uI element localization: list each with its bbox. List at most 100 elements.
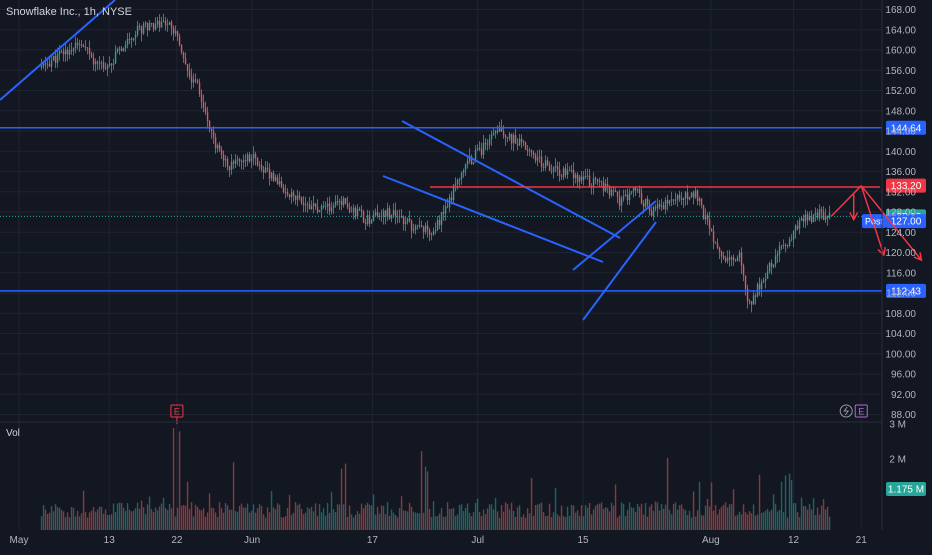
dividend-marker[interactable] xyxy=(839,404,853,418)
volume-bar xyxy=(320,512,323,530)
candle-body xyxy=(572,169,575,179)
volume-bar xyxy=(486,508,489,530)
volume-bar xyxy=(562,515,565,530)
candle-body xyxy=(116,48,119,52)
volume-bar xyxy=(88,512,91,530)
candle-body xyxy=(204,108,207,113)
volume-bar xyxy=(594,505,597,530)
projection-arrows[interactable] xyxy=(830,185,923,262)
candle-body xyxy=(526,149,529,151)
volume-bar xyxy=(328,512,331,530)
candle-body xyxy=(518,138,521,146)
price-axis[interactable]: 168.00 164.00 160.00 156.00 152.00 148.00 144.… xyxy=(885,5,916,466)
candle-body xyxy=(794,225,797,232)
volume-bar xyxy=(404,510,407,530)
earnings-marker[interactable] xyxy=(854,404,868,418)
level-price-label[interactable] xyxy=(886,283,926,298)
volume-bar xyxy=(702,515,705,530)
candle-body xyxy=(138,26,141,27)
drawings-layer[interactable] xyxy=(0,0,880,321)
candle-body xyxy=(486,144,489,145)
projection-arrow[interactable] xyxy=(860,185,885,256)
candle-body xyxy=(180,44,183,53)
candle-body xyxy=(162,20,165,23)
candle-body xyxy=(466,160,469,165)
candle-body xyxy=(762,280,765,283)
candle-body xyxy=(476,147,479,150)
candle-body xyxy=(506,137,509,139)
volume-bar xyxy=(144,514,147,530)
volume-bar xyxy=(396,517,399,530)
post-market-tag[interactable] xyxy=(862,214,886,229)
volume-bar xyxy=(412,511,415,530)
y-tick-label: 148.00 xyxy=(885,106,916,117)
candle-body xyxy=(396,216,399,218)
rising-wedge-lower[interactable] xyxy=(582,221,657,321)
volume-bar xyxy=(74,516,77,530)
candle-body xyxy=(370,220,373,224)
volume-bar xyxy=(678,505,681,530)
candle-body xyxy=(700,198,703,206)
candle-body xyxy=(560,175,563,177)
candle-body xyxy=(222,154,225,161)
volume-bar xyxy=(114,511,117,530)
volume-bar xyxy=(164,508,167,530)
volume-bar xyxy=(736,514,739,530)
candle-body xyxy=(438,220,441,225)
volume-bar xyxy=(682,508,685,530)
candle-body xyxy=(236,159,239,161)
volume-bar xyxy=(310,506,313,530)
level-price-label[interactable] xyxy=(886,120,926,135)
uptrend-channel-line[interactable] xyxy=(0,0,116,101)
downtrend-channel-lower[interactable] xyxy=(382,175,604,263)
candle-body xyxy=(744,275,747,289)
volume-bar xyxy=(206,512,209,530)
candle-body xyxy=(808,216,811,221)
projection-arrow[interactable] xyxy=(860,185,922,261)
volume-bar xyxy=(720,506,723,530)
volume-bar xyxy=(484,514,487,530)
volume-bar xyxy=(176,507,179,530)
candle-body xyxy=(70,50,73,52)
candle-body xyxy=(94,61,97,65)
candle-body xyxy=(272,172,275,181)
volume-bar xyxy=(180,505,183,530)
candle-body xyxy=(730,257,733,260)
volume-bar xyxy=(252,504,255,530)
candle-body xyxy=(492,133,495,135)
volume-bar xyxy=(516,507,519,530)
post-market-price-label[interactable] xyxy=(886,214,926,229)
volume-bar xyxy=(406,511,409,530)
volume-bar xyxy=(448,508,451,530)
candle-body xyxy=(548,165,551,171)
volume-bar xyxy=(76,510,79,530)
candle-body xyxy=(608,185,611,196)
candle-body xyxy=(802,218,805,222)
volume-bar xyxy=(680,504,683,530)
volume-bar xyxy=(600,502,603,530)
volume-bar xyxy=(774,503,777,530)
time-axis[interactable]: May1322Jun17Jul15Aug1221Sep16 xyxy=(10,535,932,546)
level-price-label[interactable] xyxy=(886,178,926,193)
volume-bar xyxy=(342,504,345,530)
candle-body xyxy=(384,210,387,217)
current-volume-label[interactable] xyxy=(886,482,926,496)
rising-wedge-upper[interactable] xyxy=(572,200,657,271)
volume-bar xyxy=(368,504,371,530)
y-tick-label: 164.00 xyxy=(885,25,916,36)
volume-bar xyxy=(190,502,193,530)
volume-bar xyxy=(192,516,195,530)
horizontal-levels[interactable]: 144.64133.20112.43127.13Post127.001.175 … xyxy=(0,120,926,496)
volume-bar xyxy=(554,488,557,530)
candle-body xyxy=(82,45,85,47)
volume-bar xyxy=(388,516,391,530)
volume-bar xyxy=(552,512,555,530)
projection-arrow[interactable] xyxy=(830,185,862,217)
downtrend-channel-upper[interactable] xyxy=(401,120,621,239)
volume-bar xyxy=(452,507,455,530)
volume-bar xyxy=(354,514,357,530)
volume-bar xyxy=(280,517,283,530)
